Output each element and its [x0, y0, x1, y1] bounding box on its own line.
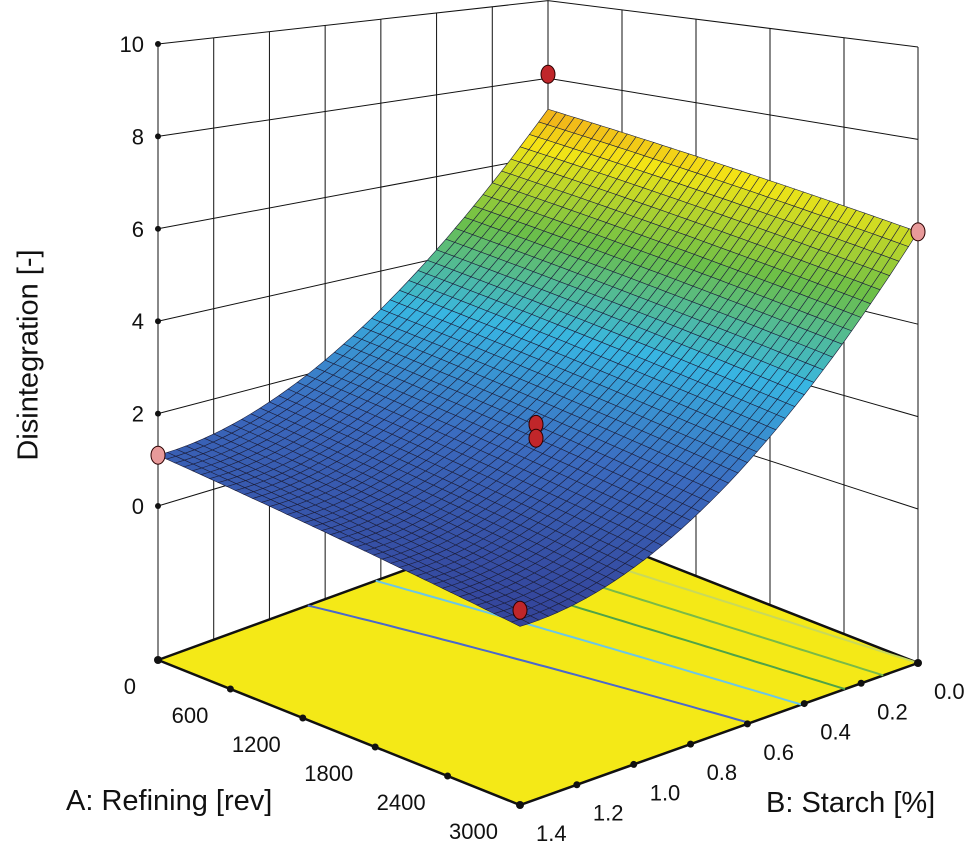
y-tick-label: 0.8 — [707, 760, 738, 785]
corner-mark — [516, 801, 524, 809]
y-tick-label: 0.4 — [820, 720, 851, 745]
design-point — [910, 222, 926, 242]
y-tick-label: 0.6 — [763, 740, 794, 765]
x-tick-label: 3000 — [449, 819, 498, 844]
y-tick-label: 0.2 — [877, 699, 908, 724]
y-tick-mark — [573, 781, 581, 789]
y-tick-mark — [687, 740, 695, 748]
design-point — [528, 428, 544, 448]
x-tick-label: 1800 — [304, 761, 353, 786]
z-tick-mark — [155, 41, 161, 48]
z-tick-label: 8 — [132, 124, 144, 149]
corner-mark — [154, 656, 162, 664]
z-tick-mark — [155, 133, 161, 140]
x-tick-label: 0 — [124, 674, 136, 699]
contour-line — [375, 579, 802, 706]
design-point — [150, 445, 166, 465]
x-tick-label: 600 — [172, 703, 209, 728]
y-tick-label: 1.2 — [593, 801, 624, 826]
design-point — [512, 600, 528, 620]
z-tick-mark — [155, 225, 161, 232]
x-tick-label: 2400 — [377, 790, 426, 815]
y-tick-mark — [857, 679, 865, 687]
y-tick-label: 0.0 — [934, 679, 965, 704]
corner-mark — [914, 659, 922, 667]
z-tick-label: 6 — [132, 217, 144, 242]
y-tick-label: 1.4 — [536, 821, 567, 844]
wall-grid-line — [157, 0, 919, 48]
y-axis-title: B: Starch [%] — [766, 787, 935, 819]
x-axis-title: A: Refining [rev] — [66, 785, 272, 817]
x-tick-mark — [371, 743, 379, 751]
x-tick-mark — [299, 714, 307, 722]
z-tick-mark — [155, 318, 161, 325]
axis-ticks: 0 2 4 6 8 10 0 600 1200 1800 2400 3000 0.0 0.2 0.4 0.6 0… — [120, 32, 965, 844]
y-tick-label: 1.0 — [650, 780, 681, 805]
z-tick-mark — [155, 503, 161, 510]
x-tick-mark — [226, 685, 234, 693]
y-tick-mark — [630, 760, 638, 768]
z-axis-title: Disintegration [-] — [13, 249, 45, 460]
x-tick-label: 1200 — [232, 732, 281, 757]
y-tick-mark — [800, 700, 808, 708]
z-tick-label: 0 — [132, 494, 144, 519]
design-points — [150, 64, 926, 620]
z-tick-label: 10 — [120, 32, 144, 57]
z-tick-label: 4 — [132, 309, 144, 334]
design-point — [540, 64, 556, 84]
contour-line — [307, 604, 751, 724]
response-surface — [157, 108, 919, 627]
z-tick-mark — [155, 410, 161, 417]
surface-cell — [510, 618, 531, 627]
z-tick-label: 2 — [132, 402, 144, 427]
x-tick-mark — [444, 772, 452, 780]
y-tick-mark — [743, 720, 751, 728]
